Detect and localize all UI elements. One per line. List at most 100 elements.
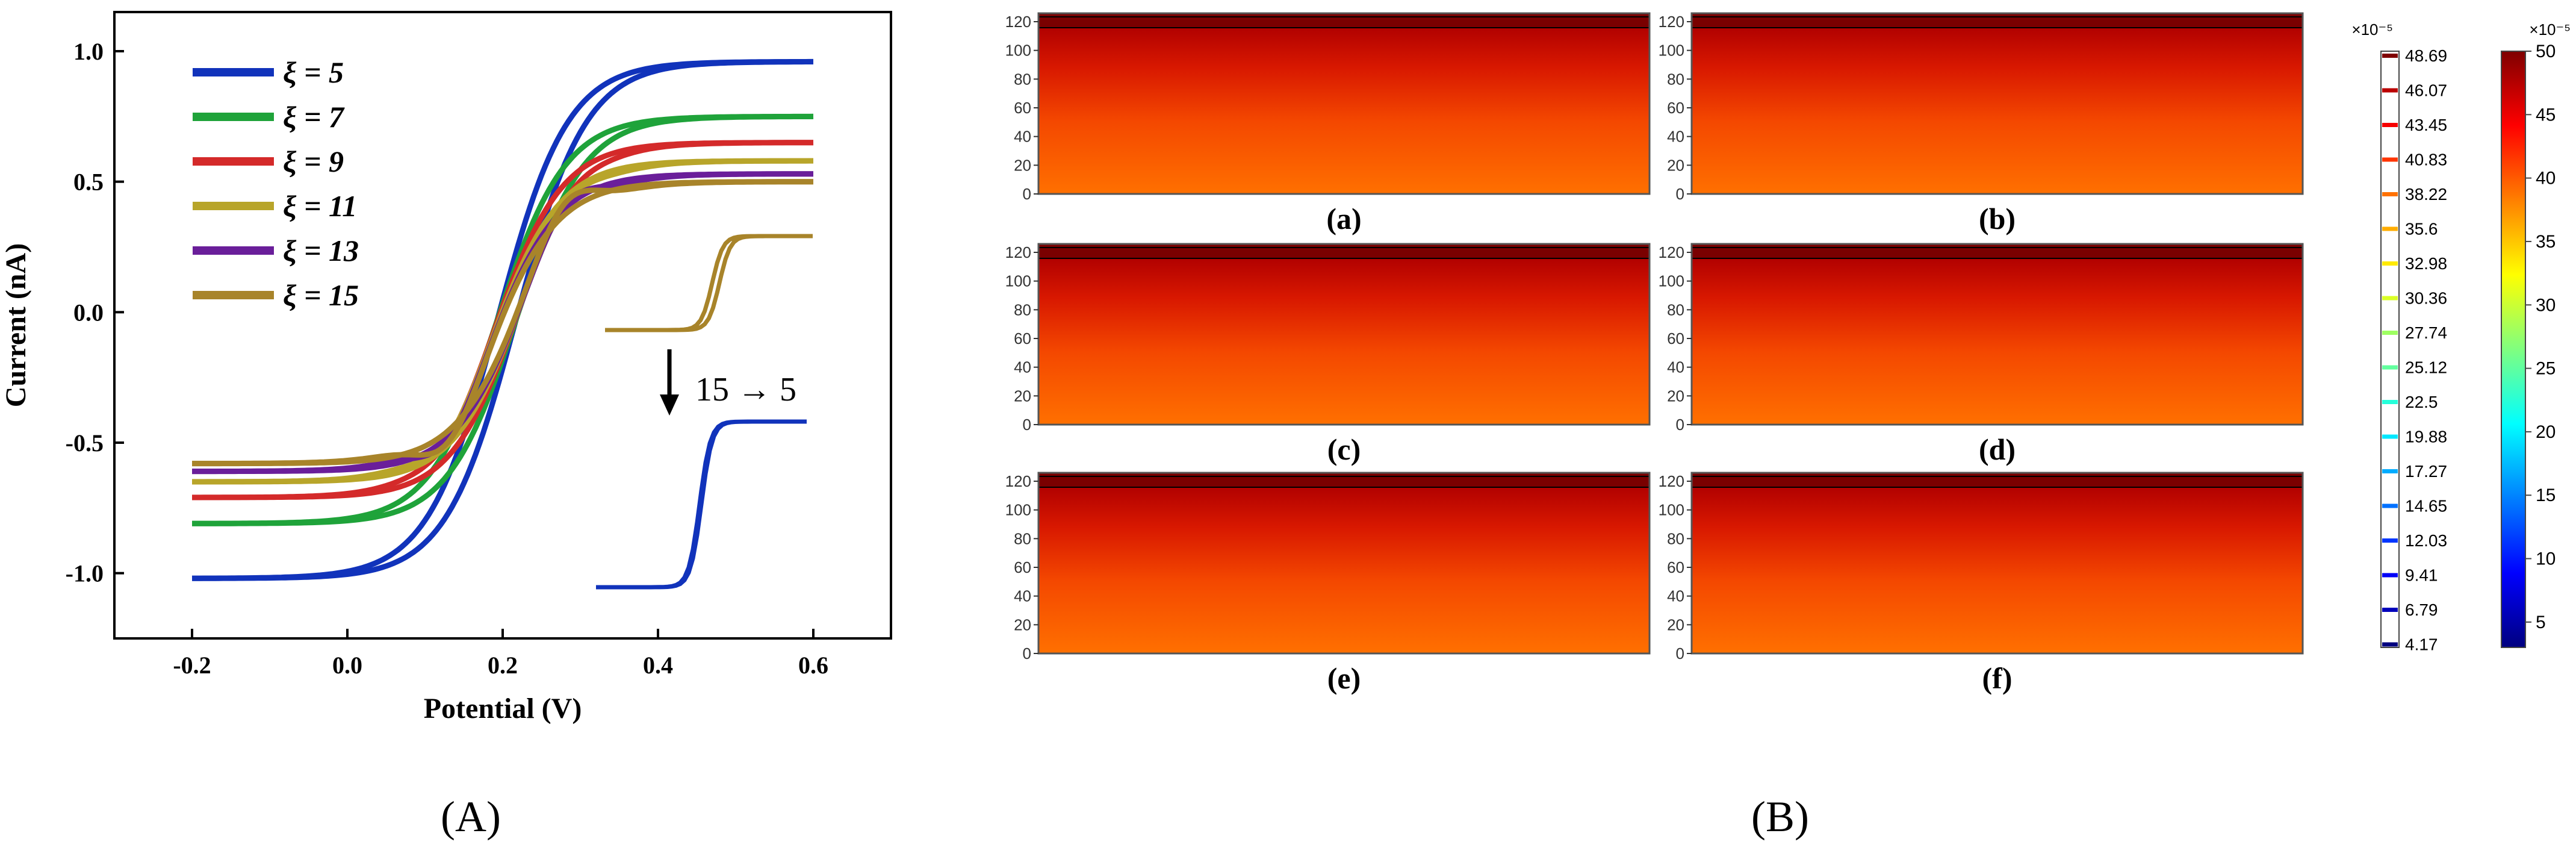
colorbar-contour-label: 14.65 [2405, 497, 2447, 516]
map-y-tick-label: 0 [1676, 644, 1684, 662]
map-y-tick-label: 80 [1667, 301, 1684, 319]
map-y-tick-label: 40 [1014, 128, 1031, 146]
map-well [1538, 98, 1650, 194]
inset-annotation: 15 → 5 [695, 371, 796, 408]
cv-curve-xi15-reverse [192, 179, 813, 467]
colorbar-contour-swatch [2382, 157, 2398, 162]
map-panel-label: (a) [1326, 202, 1361, 235]
inset-curve-xi5 [596, 419, 807, 590]
map-top-band [1038, 473, 1650, 487]
cv-legend: ξ = 5 ξ = 7 ξ = 9 ξ = 11 ξ = 13 ξ = 15 [193, 55, 359, 312]
colorbar-contour-exponent: ×10⁻⁵ [2351, 20, 2393, 39]
map-top-band [1692, 244, 2303, 258]
cv-y-label: Current (nA) [0, 243, 32, 407]
map-top-band [1692, 473, 2303, 487]
map-panel: 0 20 40 60 80 100 120 (a) [1005, 12, 1651, 235]
inset-curve-xi15 [605, 234, 813, 332]
colorbar-contour-label: 17.27 [2405, 462, 2447, 481]
colorbar-contour-label: 35.6 [2405, 220, 2438, 238]
colorbar-continuous-label: 5 [2536, 613, 2546, 632]
map-well [1854, 605, 1951, 653]
map-y-tick-label: 100 [1659, 501, 1684, 519]
colorbar-contour-label: 30.36 [2405, 289, 2447, 308]
map-peak [1904, 141, 2010, 194]
map-y-tick-label: 100 [1659, 272, 1684, 290]
map-peak [1347, 141, 1453, 194]
down-arrow-icon [660, 394, 679, 416]
concentration-maps: 0 20 40 60 80 100 120 (a) 0 20 40 60 80 100 120 (b) 0 20 4… [1005, 12, 2304, 695]
map-well [1764, 605, 1860, 653]
map-well [1147, 587, 1279, 653]
panel-label-A: (A) [441, 793, 501, 841]
cv-x-tick-label: -0.2 [173, 652, 211, 679]
map-y-tick-label: 0 [1676, 416, 1684, 434]
colorbar-contour-swatch [2382, 123, 2398, 127]
cv-plot-frame [113, 11, 892, 640]
legend-label-xi9: ξ = 9 [283, 145, 344, 178]
colorbar-contour-swatch [2382, 365, 2398, 370]
map-y-tick-label: 120 [1005, 472, 1031, 490]
map-well [1069, 98, 1261, 194]
colorbar-contour-swatch [2382, 226, 2398, 231]
map-well [1400, 587, 1532, 653]
map-y-tick-label: 100 [1005, 501, 1031, 519]
map-panel-label: (f) [1982, 661, 2013, 695]
colorbar-continuous-label: 25 [2536, 359, 2556, 379]
colorbar-contour-swatch [2382, 261, 2398, 266]
colorbar-contour-label: 4.17 [2405, 635, 2438, 654]
map-panel: 0 20 40 60 80 100 120 (d) [1659, 243, 2304, 466]
map-frame [1690, 12, 2304, 195]
colorbar-continuous-label: 20 [2536, 422, 2556, 442]
cv-x-axis: -0.2 0.0 0.2 0.4 0.6 [173, 629, 828, 679]
colorbar-continuous-label: 35 [2536, 232, 2556, 252]
map-frame [1037, 12, 1651, 195]
colorbar-contour-swatch [2382, 504, 2398, 508]
map-well [1288, 337, 1463, 425]
cv-x-tick-label: 0.2 [488, 652, 518, 679]
map-panel-label: (c) [1327, 432, 1361, 466]
colorbar-contour-label: 6.79 [2405, 600, 2438, 619]
map-y-tick-label: 60 [1014, 558, 1031, 576]
legend-label-xi7: ξ = 7 [283, 100, 345, 134]
map-y-tick-label: 20 [1667, 387, 1684, 405]
map-well [1038, 587, 1153, 653]
cv-inset: 15 → 5 [596, 234, 813, 590]
map-well [1704, 98, 1896, 194]
map-well [2017, 98, 2209, 194]
map-y-tick-label: 60 [1667, 99, 1684, 117]
map-y-tick-label: 20 [1667, 156, 1684, 174]
map-y-tick-label: 20 [1014, 387, 1031, 405]
map-top-band [1038, 244, 1650, 258]
cv-x-tick-label: 0.4 [643, 652, 673, 679]
map-y-tick-label: 0 [1023, 185, 1031, 203]
cv-x-label: Potential (V) [424, 693, 582, 725]
colorbar-contour-swatch [2382, 331, 2398, 335]
map-y-tick-label: 80 [1014, 301, 1031, 319]
colorbar-contour-label: 32.98 [2405, 254, 2447, 273]
map-y-tick-label: 80 [1667, 529, 1684, 547]
map-frame [1037, 243, 1651, 426]
map-y-tick-label: 120 [1659, 13, 1684, 31]
map-y-tick-label: 120 [1659, 243, 1684, 261]
colorbar-contour-label: 22.5 [2405, 393, 2438, 411]
colorbar-contour-label: 27.74 [2405, 323, 2447, 342]
map-well [2125, 605, 2221, 653]
colorbar-continuous-label: 50 [2536, 42, 2556, 61]
map-y-tick-label: 40 [1014, 358, 1031, 376]
legend-label-xi11: ξ = 11 [283, 189, 357, 223]
map-y-tick-label: 80 [1014, 529, 1031, 547]
map-y-tick-label: 20 [1667, 616, 1684, 634]
colorbar-contour-label: 9.41 [2405, 566, 2438, 585]
colorbar-contour-swatch [2382, 434, 2398, 439]
map-y-tick-label: 0 [1023, 644, 1031, 662]
map-y-tick-label: 60 [1014, 329, 1031, 348]
map-well [2098, 337, 2273, 425]
colorbar-contour-label: 43.45 [2405, 116, 2447, 134]
map-panel: 0 20 40 60 80 100 120 (f) [1659, 472, 2304, 695]
colorbar-contour: ×10⁻⁵ 48.69 46.07 43.45 40.83 38.22 35.6 32.98 3… [2351, 20, 2447, 654]
colorbar-contour-swatch [2382, 296, 2398, 301]
panel-label-B: (B) [1751, 793, 1809, 841]
colorbar-contour-swatch [2382, 54, 2398, 58]
map-y-tick-label: 60 [1014, 99, 1031, 117]
